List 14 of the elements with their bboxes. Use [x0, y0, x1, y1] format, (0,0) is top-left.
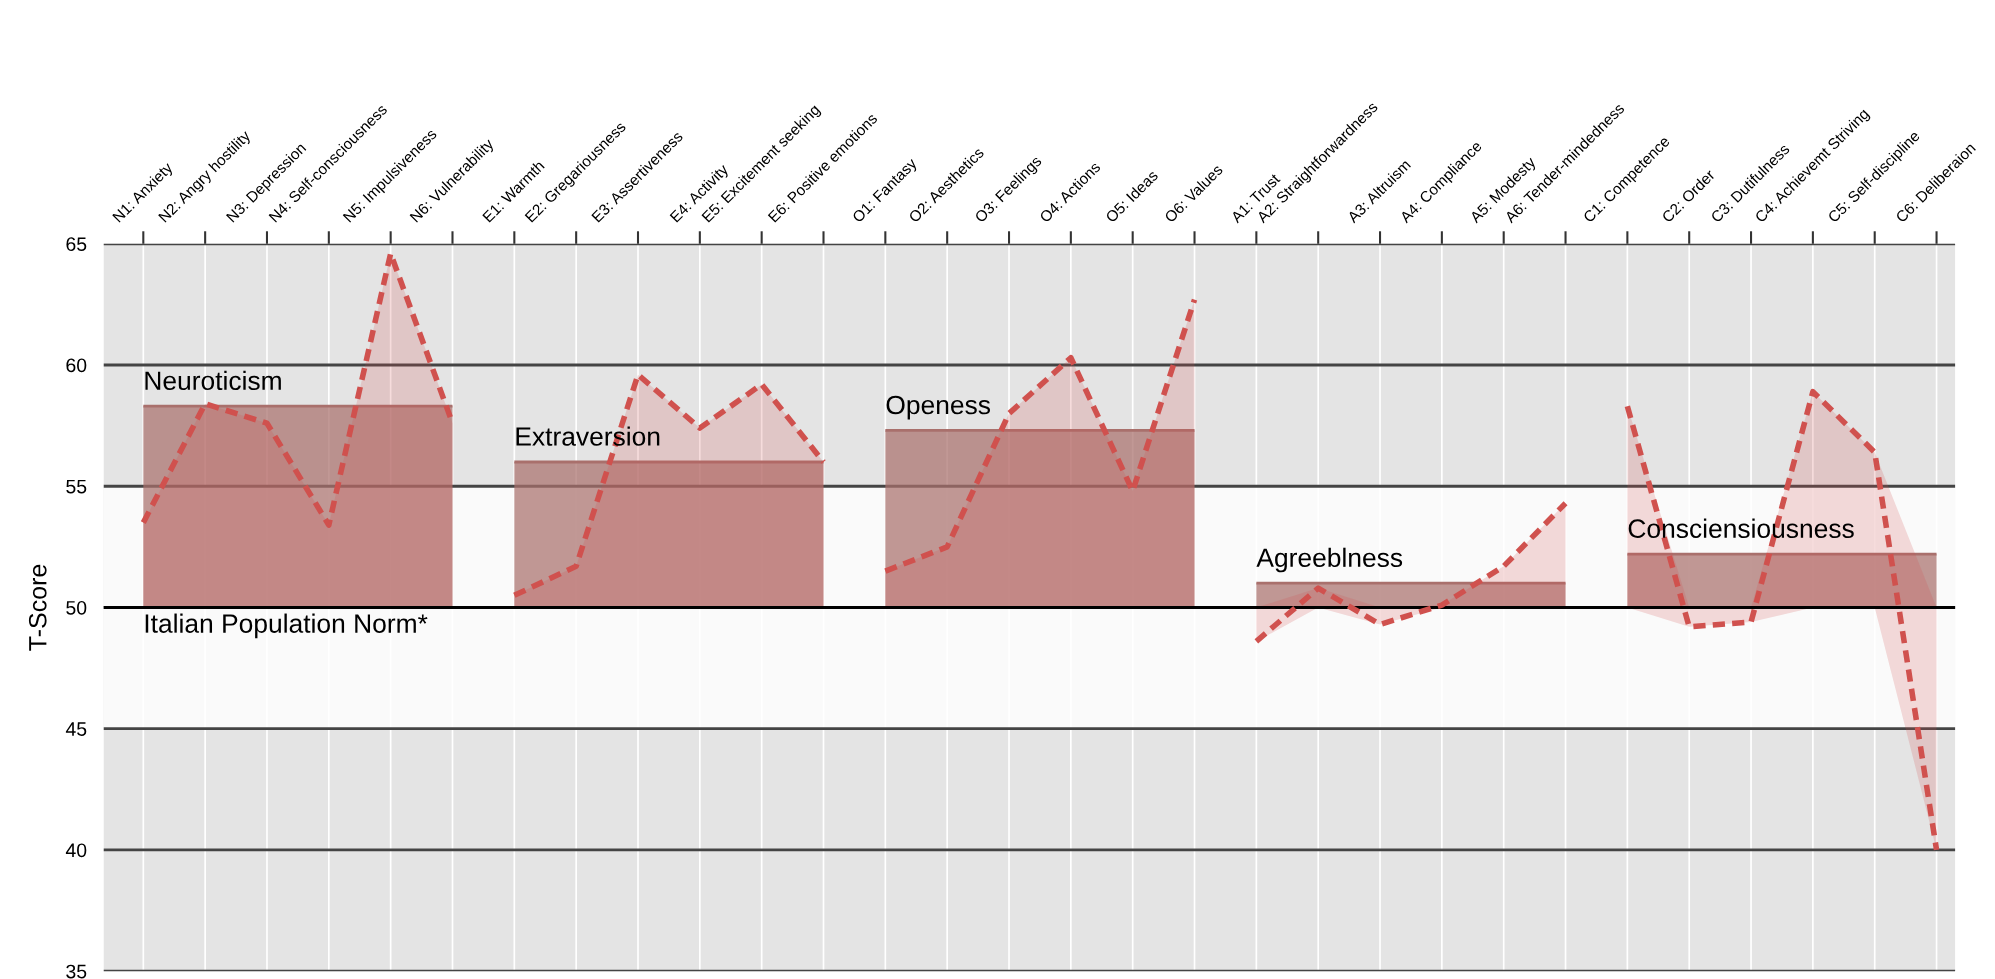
series-label: Consciensiousness [1628, 518, 1854, 538]
y-tick-label: 40 [65, 843, 87, 858]
series-label: Extraversion [516, 426, 660, 446]
y-tick-label: 45 [65, 722, 87, 736]
y-axis-title: T-Score [28, 564, 47, 651]
series-label: Neuroticism [145, 370, 281, 391]
y-tick-label: 35 [66, 964, 87, 979]
y-tick-label: 60 [66, 358, 87, 373]
y-tick-label: 65 [66, 237, 87, 252]
y-tick-label: 50 [66, 600, 87, 615]
y-tick-label: 55 [66, 479, 87, 494]
ref-line-label: Italian Population Norm* [145, 613, 428, 639]
series-label: Agreeblness [1256, 547, 1403, 573]
series-label: Openess [886, 395, 991, 420]
